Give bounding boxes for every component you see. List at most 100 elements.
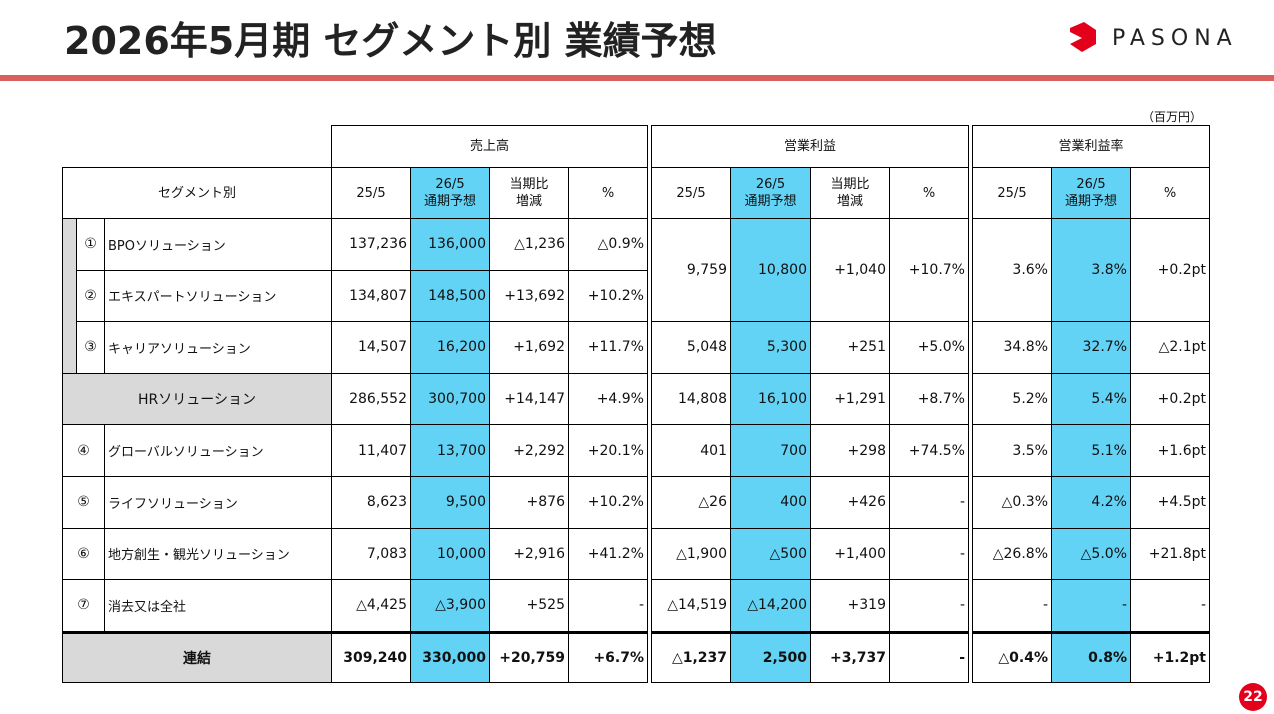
cell-text: △0.3% — [1001, 494, 1048, 511]
value-cell: +1,291 — [810, 372, 890, 426]
page-number: 22 — [1239, 683, 1267, 711]
value-cell: 4.2% — [1051, 476, 1131, 529]
value-cell: +525 — [489, 579, 569, 632]
value-cell: +1,400 — [810, 527, 890, 581]
value-cell: +319 — [810, 579, 890, 632]
cell-text: 309,240 — [343, 650, 407, 667]
value-cell: +0.2pt — [1130, 372, 1210, 426]
segment-name: グローバルソリューション — [104, 424, 332, 477]
cell-text: - — [959, 545, 965, 562]
cell-text: +10.2% — [587, 287, 644, 304]
cell-text: ① — [84, 236, 97, 253]
value-cell: △4,425 — [331, 579, 411, 632]
value-cell: △5.0% — [1051, 527, 1131, 581]
cell-text: +2,292 — [513, 442, 565, 459]
segment-name: キャリアソリューション — [104, 321, 332, 374]
group-header: 営業利益率 — [972, 125, 1210, 168]
value-cell: - — [1130, 579, 1210, 632]
value-cell: 5,048 — [651, 321, 731, 374]
segment-number: ③ — [76, 321, 105, 374]
cell-text: ④ — [77, 442, 90, 459]
cell-text: ⑦ — [77, 597, 90, 614]
unit-note: （百万円） — [1142, 110, 1203, 124]
cell-text: +14,147 — [504, 391, 565, 408]
cell-text: △1,236 — [514, 236, 565, 253]
cell-text: ② — [84, 287, 97, 304]
value-cell: +5.0% — [889, 321, 969, 374]
cell-text: 消去又は全社 — [108, 599, 187, 615]
cell-text: +525 — [526, 597, 565, 614]
cell-text: 8,623 — [366, 494, 407, 511]
segment-number: ⑤ — [62, 476, 105, 529]
cell-text: 34.8% — [1003, 339, 1048, 356]
value-cell: 8,623 — [331, 476, 411, 529]
cell-text: 25/5 — [997, 185, 1027, 201]
value-cell: 0.8% — [1051, 630, 1131, 684]
cell-text: ライフソリューション — [108, 496, 238, 512]
value-cell: △1,236 — [489, 218, 569, 271]
value-cell: +3,737 — [810, 630, 890, 684]
column-header: 25/5 — [331, 167, 411, 219]
value-cell: +14,147 — [489, 372, 569, 426]
cell-text: 営業利益率 — [1058, 139, 1124, 154]
cell-text: +21.8pt — [1148, 545, 1206, 562]
cell-text: - — [1121, 597, 1127, 614]
cell-text: BPOソリューション — [108, 238, 226, 254]
segment-number: ④ — [62, 424, 105, 477]
segment-name: 地方創生・観光ソリューション — [104, 527, 332, 581]
cell-text: ③ — [84, 339, 97, 356]
cell-text: +1.6pt — [1157, 442, 1206, 459]
value-cell: 14,507 — [331, 321, 411, 374]
value-cell: △1,237 — [651, 630, 731, 684]
cell-text: % — [1163, 185, 1177, 201]
group-header: 売上高 — [331, 125, 648, 168]
column-header: 26/5 通期予想 — [1051, 167, 1131, 219]
logo: PASONA — [1112, 26, 1238, 51]
cell-text: +876 — [526, 494, 565, 511]
value-cell: +13,692 — [489, 269, 569, 323]
value-cell: +8.7% — [889, 372, 969, 426]
value-cell: +2,916 — [489, 527, 569, 581]
cell-text: 0.8% — [1088, 650, 1127, 667]
cell-text: △1,900 — [676, 545, 727, 562]
cell-text: - — [1042, 597, 1048, 614]
value-cell: +20.1% — [568, 424, 648, 477]
cell-text: △0.4% — [998, 650, 1048, 667]
cell-text: 400 — [780, 494, 807, 511]
cell-text: +8.7% — [917, 391, 965, 408]
value-cell: +426 — [810, 476, 890, 529]
logo-icon — [1070, 22, 1096, 52]
cell-text: 3.5% — [1012, 442, 1048, 459]
cell-text: 地方創生・観光ソリューション — [108, 548, 290, 564]
value-cell: +0.2pt — [1130, 218, 1210, 323]
cell-text: 26/5 — [755, 177, 786, 192]
cell-text: 9,500 — [445, 494, 486, 511]
value-cell: 330,000 — [410, 630, 490, 684]
cell-text: +3,737 — [829, 650, 886, 667]
value-cell: 309,240 — [331, 630, 411, 684]
cell-text: % — [601, 185, 615, 201]
cell-text: △14,519 — [667, 597, 727, 614]
value-cell: 32.7% — [1051, 321, 1131, 374]
cell-text: 当期比 — [830, 177, 870, 192]
value-cell: +298 — [810, 424, 890, 477]
cell-text: 136,000 — [428, 236, 486, 253]
value-cell: 3.6% — [972, 218, 1052, 323]
column-header: 当期比 増減 — [489, 167, 569, 219]
cell-text: +11.7% — [587, 339, 644, 356]
cell-text: 増減 — [515, 194, 542, 209]
value-cell: 16,100 — [730, 372, 811, 426]
title-rule — [0, 75, 1274, 81]
value-cell: +10.2% — [568, 476, 648, 529]
cell-text: +5.0% — [917, 339, 965, 356]
cell-text: △5.0% — [1080, 545, 1127, 562]
value-cell: △500 — [730, 527, 811, 581]
cell-text: ⑤ — [77, 494, 90, 511]
cell-text: +426 — [847, 494, 886, 511]
cell-text: +20,759 — [499, 650, 565, 667]
value-cell: 136,000 — [410, 218, 490, 271]
value-cell: - — [889, 630, 969, 684]
segment-name: エキスパートソリューション — [104, 269, 332, 323]
cell-text: 401 — [700, 442, 727, 459]
